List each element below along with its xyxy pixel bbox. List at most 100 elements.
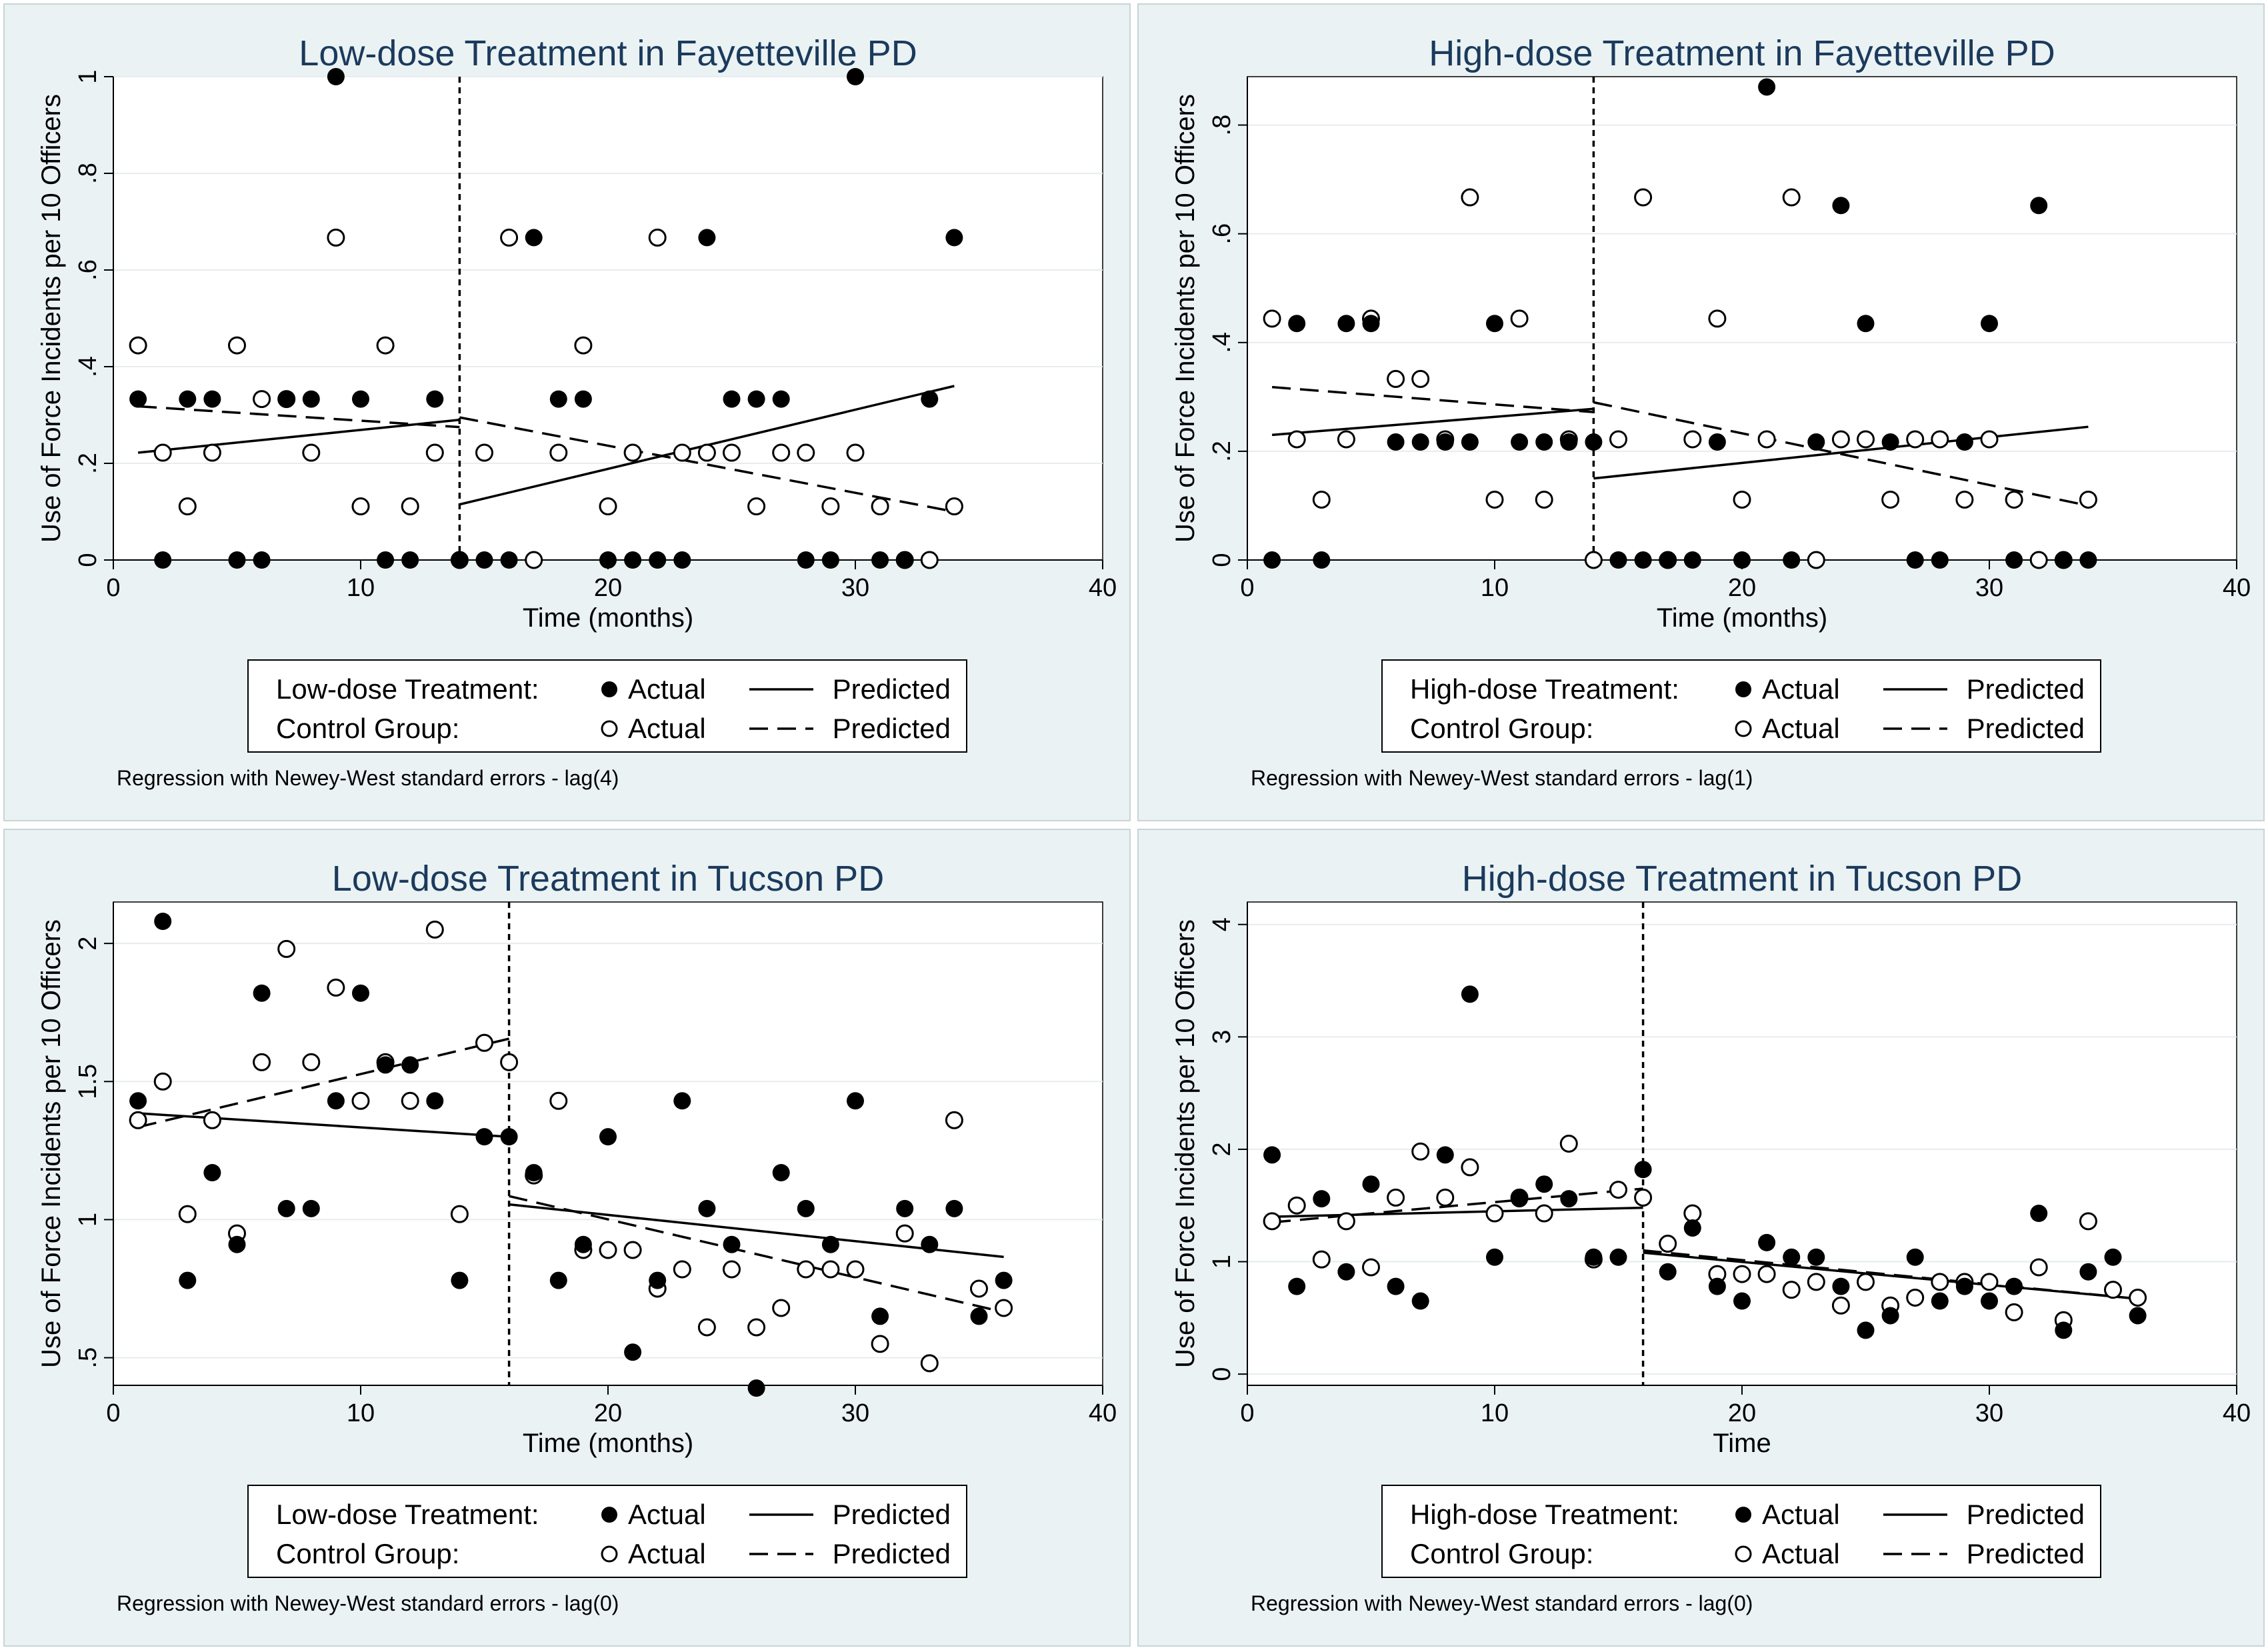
treatment-point xyxy=(327,1092,345,1110)
control-point xyxy=(1857,1273,1875,1291)
treatment-predicted-line xyxy=(1271,407,1594,437)
control-point xyxy=(797,1260,815,1279)
control-point xyxy=(302,443,321,462)
control-point xyxy=(1906,1288,1925,1307)
control-point xyxy=(475,1033,493,1052)
control-point xyxy=(1387,369,1405,388)
treatment-point xyxy=(1337,1263,1355,1281)
control-point xyxy=(1387,1188,1405,1207)
legend-predicted-label: Predicted xyxy=(1967,713,2085,744)
control-point xyxy=(1634,188,1653,207)
control-point xyxy=(1807,1273,1825,1291)
treatment-point xyxy=(747,1379,765,1397)
control-point xyxy=(673,1260,691,1279)
plot-area xyxy=(1247,901,2237,1386)
control-point xyxy=(253,1053,271,1071)
control-point xyxy=(2005,490,2023,509)
legend: High-dose Treatment: Control Group: Actual… xyxy=(1381,659,2101,753)
treatment-point xyxy=(1560,1190,1578,1208)
treatment-point xyxy=(2129,1307,2147,1325)
control-point xyxy=(2104,1281,2122,1299)
control-point xyxy=(1831,430,1850,449)
treatment-point xyxy=(723,390,741,408)
treatment-point xyxy=(945,1199,963,1217)
control-point xyxy=(871,497,889,516)
control-point xyxy=(1881,490,1900,509)
treatment-point xyxy=(2030,197,2048,215)
treatment-predicted-line xyxy=(1593,425,2089,480)
legend-treatment-label: Low-dose Treatment: xyxy=(276,1499,539,1530)
x-tick-label: 40 xyxy=(2223,1399,2251,1427)
x-axis-label: Time xyxy=(1713,1429,1771,1458)
treatment-point xyxy=(426,390,444,408)
treatment-point xyxy=(847,68,864,85)
control-point xyxy=(1931,430,1949,449)
chart-title: Low-dose Treatment in Tucson PD xyxy=(332,859,884,899)
x-tick-label: 20 xyxy=(594,574,622,602)
control-point xyxy=(970,1279,988,1298)
control-point xyxy=(1535,490,1553,509)
treatment-point xyxy=(1288,1277,1306,1295)
treatment-point xyxy=(896,551,914,569)
treatment-point xyxy=(1857,1321,1875,1339)
control-point xyxy=(1584,551,1603,569)
treatment-point xyxy=(2005,551,2023,569)
treatment-point xyxy=(871,1307,889,1325)
control-point xyxy=(2079,1212,2097,1231)
treatment-point xyxy=(1832,197,1850,215)
treatment-point xyxy=(1436,1146,1454,1164)
control-point xyxy=(277,939,296,958)
legend-treatment-label: High-dose Treatment: xyxy=(1410,1499,1679,1530)
treatment-point xyxy=(1758,78,1776,96)
treatment-point xyxy=(1931,551,1949,569)
treatment-point xyxy=(698,1199,716,1217)
control-point xyxy=(203,443,221,462)
treatment-point xyxy=(1411,433,1429,451)
treatment-point xyxy=(574,390,592,408)
treatment-point xyxy=(1857,315,1875,333)
treatment-point xyxy=(673,551,691,569)
treatment-point xyxy=(1783,1248,1801,1266)
regression-note: Regression with Newey-West standard erro… xyxy=(1251,766,1753,790)
x-tick-label: 0 xyxy=(106,574,120,602)
treatment-point xyxy=(1906,1248,1924,1266)
control-point xyxy=(1708,309,1727,328)
treatment-predicted-line xyxy=(509,1203,1004,1259)
control-point xyxy=(1436,1188,1455,1207)
y-tick-label: .4 xyxy=(1208,332,1236,353)
legend-control-marker xyxy=(601,1545,618,1563)
control-point xyxy=(623,443,642,462)
control-point xyxy=(995,1299,1013,1317)
x-tick-label: 0 xyxy=(106,1399,120,1427)
control-point xyxy=(697,1318,716,1337)
control-point xyxy=(351,497,370,516)
treatment-point xyxy=(475,551,493,569)
treatment-point xyxy=(475,1128,493,1146)
control-point xyxy=(1287,430,1306,449)
control-point xyxy=(549,1091,568,1110)
treatment-point xyxy=(2005,1277,2023,1295)
legend-treatment-marker xyxy=(601,681,617,697)
control-predicted-line xyxy=(137,405,460,429)
control-point xyxy=(1733,1265,1751,1283)
control-point xyxy=(797,443,815,462)
treatment-point xyxy=(1832,1277,1850,1295)
y-tick-label: .2 xyxy=(1208,441,1236,462)
treatment-point xyxy=(401,1056,419,1074)
control-point xyxy=(1337,430,1355,449)
treatment-point xyxy=(821,551,839,569)
x-tick-label: 10 xyxy=(347,1399,375,1427)
treatment-point xyxy=(1263,551,1281,569)
control-point xyxy=(401,497,419,516)
treatment-point xyxy=(1436,433,1454,451)
treatment-point xyxy=(1263,1146,1281,1164)
control-point xyxy=(1634,1188,1653,1207)
control-point xyxy=(2129,1288,2147,1307)
legend-treatment-label: Low-dose Treatment: xyxy=(276,673,539,705)
control-point xyxy=(1831,1296,1850,1315)
chart-panel-2: 0 .2 .4 .6 .8 0 10 20 30 40 High-dose Treatment in… xyxy=(1137,3,2265,821)
treatment-point xyxy=(921,390,939,408)
treatment-point xyxy=(1634,1161,1652,1179)
x-tick-label: 30 xyxy=(841,574,869,602)
